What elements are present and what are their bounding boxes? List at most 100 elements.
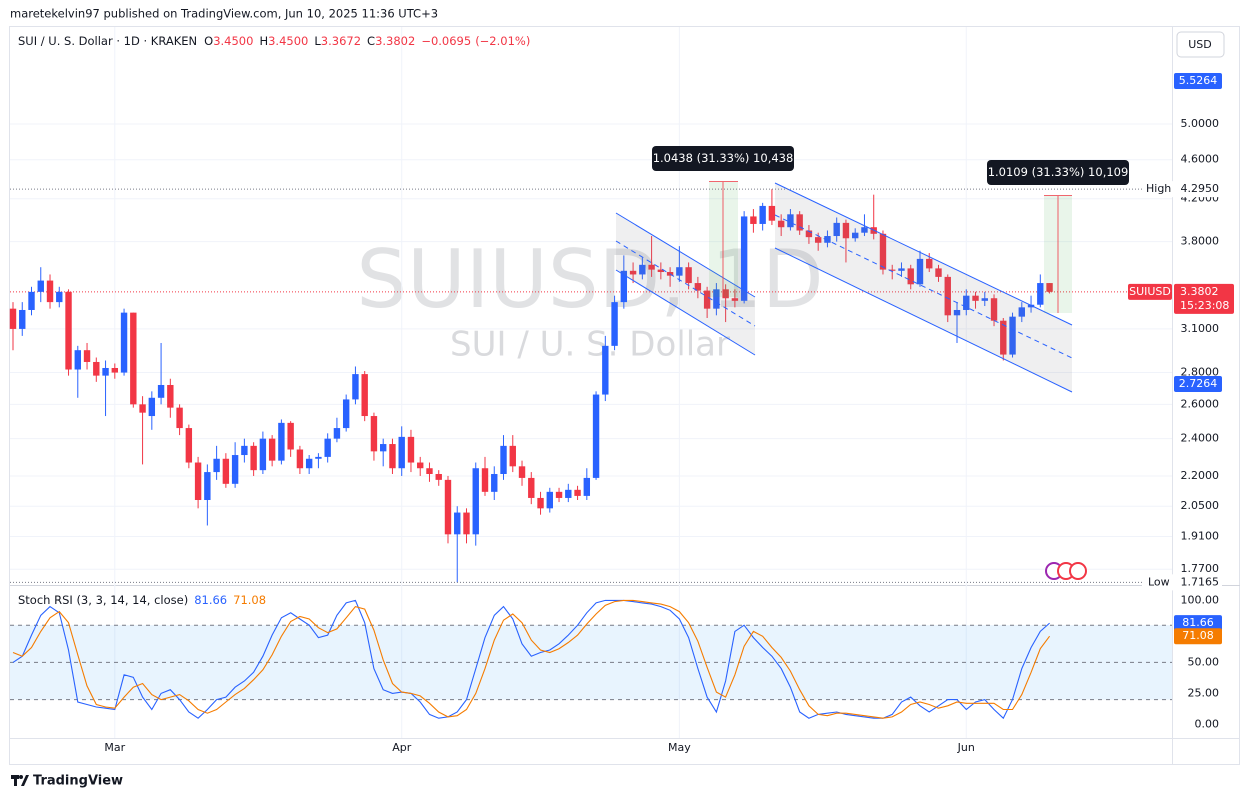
candle-body (814, 237, 822, 243)
candle-body (1046, 283, 1053, 292)
x-tick-label: Apr (392, 741, 412, 754)
ohlc-key: C (367, 34, 375, 48)
candle-body (657, 269, 665, 273)
candle-body (824, 236, 831, 243)
currency-button[interactable] (1176, 31, 1225, 58)
candle-body (676, 267, 683, 276)
y-tick-label: 2.6000 (1181, 397, 1220, 410)
candle-body (777, 220, 785, 228)
ohlc-value: 3.4500 (213, 34, 253, 48)
parallel-channel (774, 182, 1073, 393)
stoch-line (12, 599, 1050, 720)
candle-body (389, 444, 396, 469)
candle-body (528, 477, 535, 498)
candle-body (83, 350, 91, 362)
candle-body (611, 302, 618, 346)
candle-body (426, 468, 433, 475)
candle-body (685, 267, 692, 284)
price-tag (1174, 73, 1222, 90)
low-value: 1.7165 (1181, 575, 1220, 588)
x-tick-label: Mar (104, 741, 125, 754)
price-tag (1174, 375, 1222, 392)
candle-body (194, 462, 202, 501)
candle-body (444, 479, 452, 535)
price-tag-label: 5.5264 (1179, 74, 1218, 87)
candle-body (805, 230, 813, 238)
candle-body (130, 312, 137, 405)
candle-body (352, 374, 359, 400)
candle-body (333, 428, 341, 439)
y-tick-label: 2.8000 (1181, 366, 1220, 379)
candle-body (278, 422, 285, 461)
ohlc-value: 3.3672 (321, 34, 361, 48)
candle-body (731, 298, 739, 301)
last-price-tag (1174, 283, 1234, 314)
candle-body (315, 456, 322, 459)
candle-body (93, 361, 100, 376)
candle-body (768, 205, 776, 221)
candle-body (370, 416, 378, 452)
candle-body (703, 290, 711, 309)
candle-body (417, 462, 424, 469)
y-tick-label: 1.7700 (1181, 562, 1220, 575)
candle-body (907, 268, 914, 285)
price-range-label: 1.0438 (31.33%) 10,438 (653, 151, 794, 165)
candle-body (500, 445, 507, 475)
candle-body (592, 394, 600, 478)
candle-body (296, 449, 304, 469)
currency[interactable]: USD (1188, 38, 1212, 51)
logo-text: TradingView (33, 774, 123, 789)
symbol-legend: SUI / U. S. Dollar · 1D · KRAKEN O3.4500 H… (18, 34, 530, 48)
candle-body (287, 422, 294, 450)
candle-body (537, 497, 544, 509)
last-price-label: 3.3802 (1180, 285, 1219, 298)
candle-body (259, 438, 267, 471)
candle-body (222, 458, 230, 484)
candle-body (629, 270, 637, 275)
candle-body (722, 289, 729, 299)
candle-body (602, 345, 609, 395)
y-tick-label: 25.00 (1188, 686, 1220, 699)
candle-body (713, 289, 720, 309)
candle-body (648, 264, 655, 270)
symbol-tag-label: SUIUSD (1129, 285, 1171, 298)
candle-body (565, 489, 572, 498)
frame (9, 26, 1240, 765)
candle-body (407, 436, 415, 463)
candle-body (56, 291, 63, 303)
watermark-subtitle: SUI / U. S. Dollar (450, 325, 730, 365)
candle-body (555, 491, 563, 498)
candle-body (1027, 304, 1035, 308)
y-tick-label: 1.9100 (1181, 530, 1220, 543)
candle-body (842, 222, 850, 239)
candle-body (305, 458, 313, 469)
y-tick-label: 2.0500 (1181, 499, 1220, 512)
candle-body (454, 512, 461, 535)
candle-body (241, 445, 248, 456)
candle-body (65, 291, 72, 370)
change-pct: (−2.01%) (475, 34, 530, 48)
stoch-tag (1174, 615, 1222, 632)
candle-body (463, 512, 470, 535)
candle-body (981, 298, 988, 301)
parallel-channel (615, 212, 756, 356)
y-tick-label: 2.2000 (1181, 469, 1220, 482)
y-tick-label: 0.00 (1195, 717, 1220, 730)
symbol: SUI / U. S. Dollar · 1D · KRAKEN (18, 34, 197, 48)
candle-body (176, 407, 183, 429)
high-text: High (1146, 182, 1171, 195)
candle-body (546, 491, 553, 509)
price-range-label: 1.0109 (31.33%) 10,109 (988, 165, 1129, 179)
candle-body (37, 280, 44, 292)
y-tick-label: 100.00 (1181, 593, 1220, 606)
candle-body (491, 474, 498, 492)
candle-body (926, 258, 933, 269)
candle-body (204, 472, 211, 501)
x-tick-label: May (668, 741, 691, 754)
y-tick-label: 50.00 (1188, 655, 1220, 668)
candle-body (990, 298, 998, 321)
candle-body (861, 227, 868, 233)
candle-body (250, 445, 257, 471)
price-range (987, 160, 1129, 313)
candle-body (620, 270, 628, 303)
